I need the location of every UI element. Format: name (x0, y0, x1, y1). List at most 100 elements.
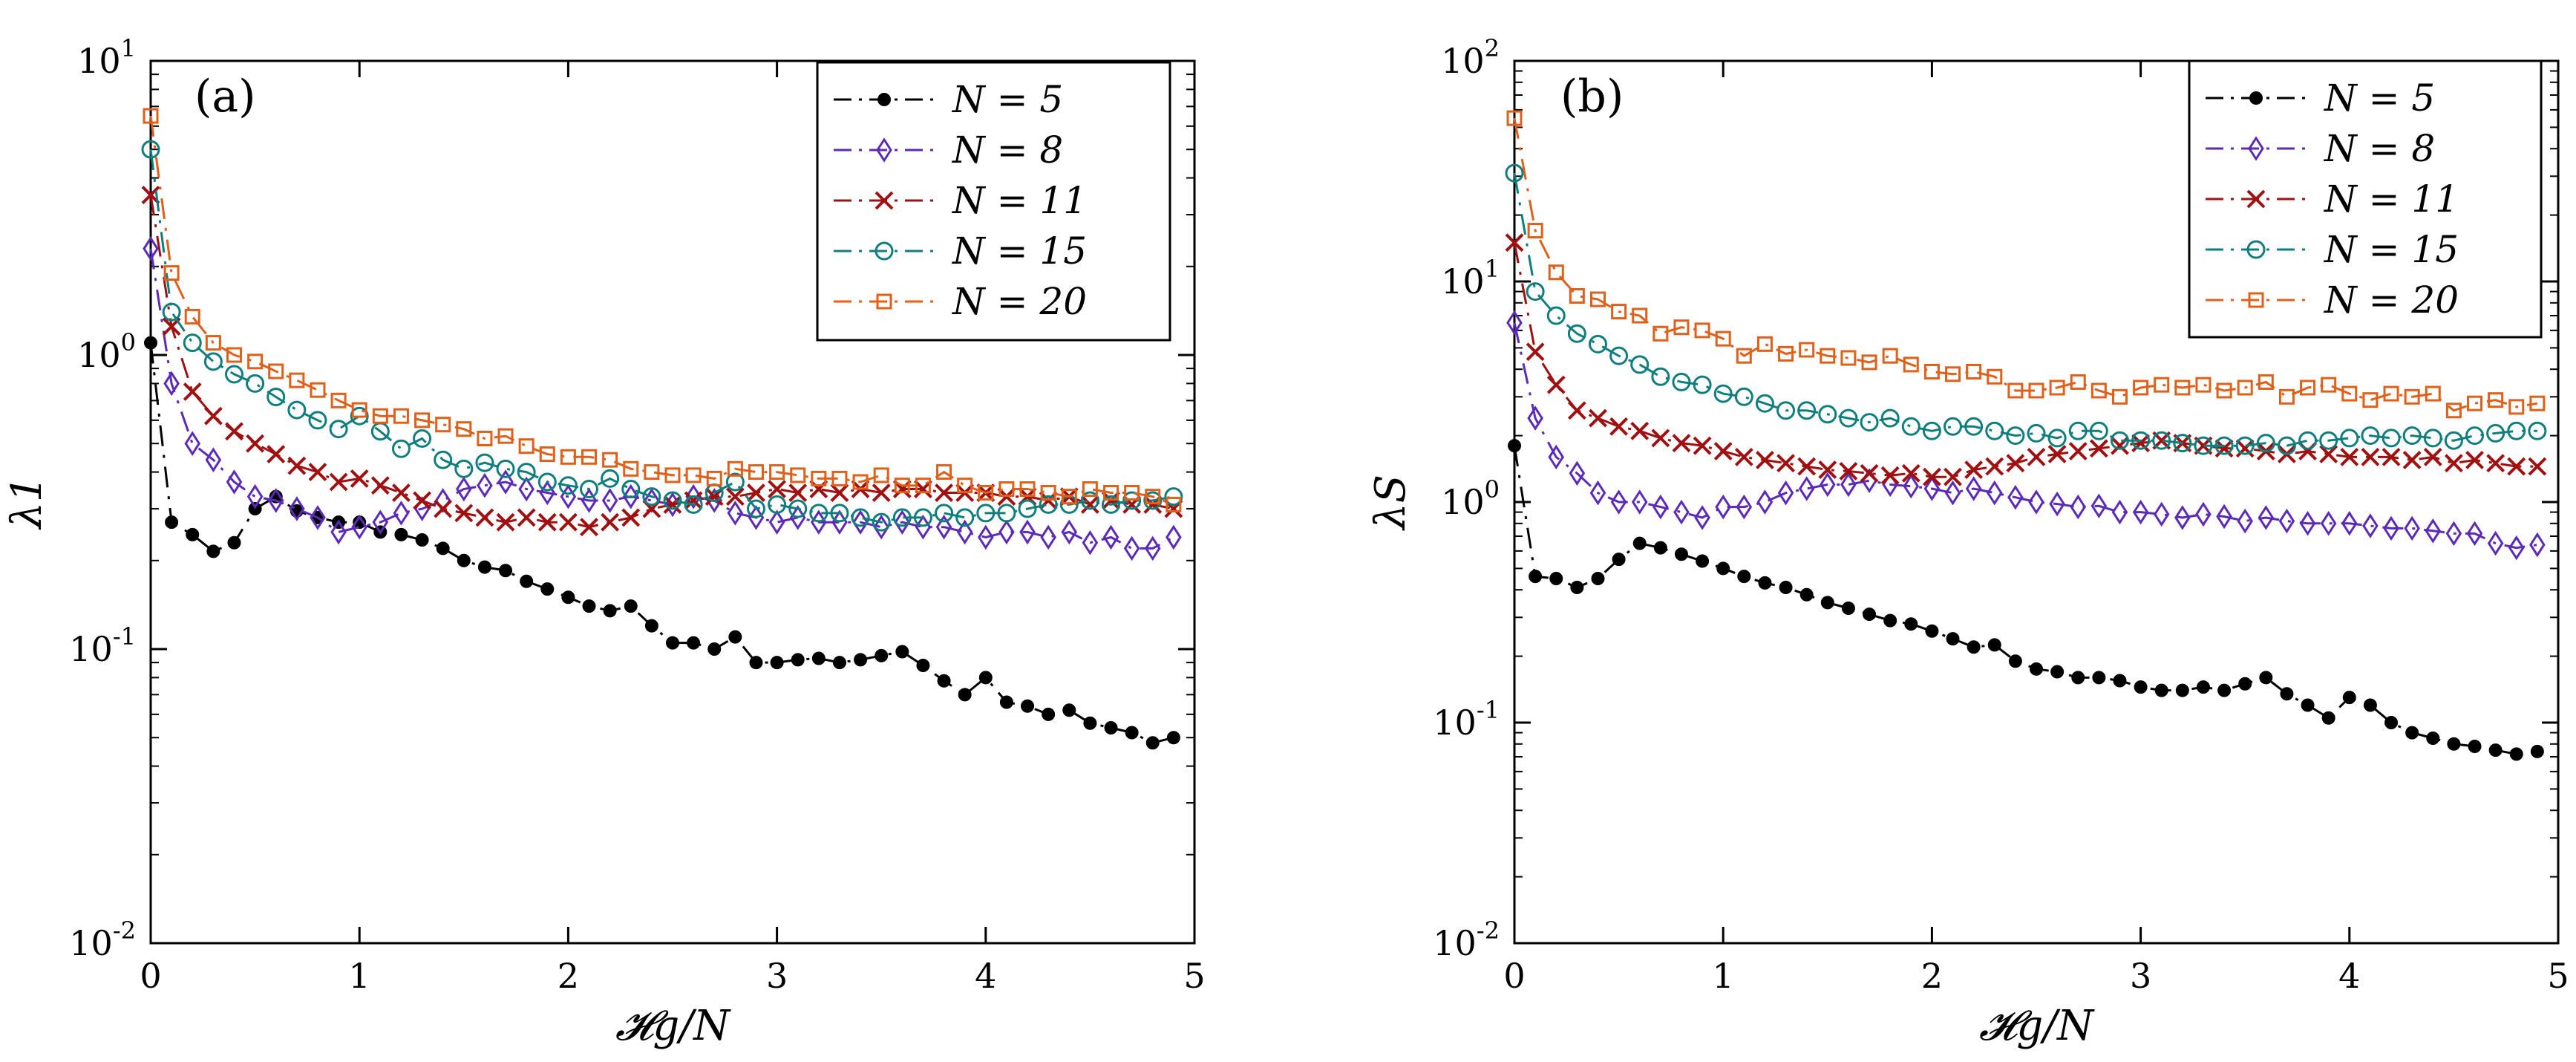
data-point (1672, 372, 1691, 391)
series-line (1513, 172, 2537, 447)
data-point (1820, 596, 1834, 610)
data-point (1944, 467, 1962, 486)
data-point (436, 541, 450, 556)
axes-frame (149, 59, 1196, 945)
legend-item: N = 5 (834, 78, 1063, 121)
x-tick-label: 5 (2547, 956, 2569, 996)
data-point (1734, 387, 1753, 406)
y-tick-label: 10-1 (69, 622, 136, 669)
data-point (2465, 426, 2485, 446)
data-point (2133, 379, 2149, 396)
data-point (1080, 495, 1099, 514)
data-point (914, 480, 932, 498)
data-point (601, 469, 620, 488)
data-point (2047, 429, 2067, 448)
data-point (1967, 640, 1981, 654)
data-point (1018, 499, 1037, 518)
y-tick-label: 10-2 (1433, 916, 1500, 963)
data-point (477, 560, 491, 574)
data-point (1944, 480, 1961, 506)
data-point (2321, 377, 2337, 393)
data-point (1966, 363, 1982, 379)
x-tick-label: 4 (2338, 956, 2360, 996)
data-point (1964, 417, 1984, 436)
data-point (1569, 460, 1586, 486)
data-point (2070, 374, 2086, 390)
data-point (2256, 434, 2275, 453)
y-tick-label-base: 10 (1441, 41, 1485, 81)
data-point (2089, 439, 2108, 458)
data-point (1901, 463, 1920, 483)
data-point (1526, 342, 1545, 362)
data-point (1144, 535, 1161, 561)
data-point (2131, 434, 2151, 453)
x-tick-label: 1 (349, 956, 370, 996)
data-point (183, 333, 202, 353)
data-point (2487, 530, 2504, 556)
data-point (2278, 508, 2295, 534)
data-point (1019, 481, 1036, 498)
data-point (2341, 385, 2358, 402)
data-point (770, 656, 784, 670)
data-point (496, 512, 515, 532)
data-point (852, 474, 869, 490)
y-tick-label-exp: 0 (1485, 475, 1500, 504)
series-4 (1505, 163, 2547, 455)
data-point (706, 470, 722, 486)
data-point (203, 352, 223, 371)
data-point (937, 674, 951, 688)
legend-marker (2246, 189, 2266, 209)
legend-label: N = 11 (2324, 177, 2459, 221)
data-point (1145, 736, 1160, 750)
data-point (1083, 716, 1097, 730)
series-5 (1506, 110, 2546, 419)
data-point (1529, 570, 1543, 584)
data-point (329, 472, 348, 492)
x-axis-label: 𝓗g/N (1979, 1002, 2095, 1050)
data-point (1903, 473, 1920, 499)
data-point (1611, 304, 1627, 320)
data-point (2235, 439, 2255, 458)
legend-label: N = 8 (2324, 127, 2435, 170)
data-point (1923, 363, 1940, 379)
data-point (854, 653, 868, 667)
data-point (936, 464, 952, 480)
data-point (873, 514, 889, 540)
data-point (144, 336, 157, 350)
y-tick-label: 101 (77, 34, 136, 81)
data-point (247, 354, 264, 370)
data-point (809, 504, 828, 523)
data-point (1736, 494, 1753, 520)
data-point (2299, 511, 2316, 536)
data-point (1082, 481, 1098, 498)
data-point (978, 671, 993, 685)
data-point (725, 472, 745, 492)
data-point (790, 467, 806, 483)
data-point (1143, 491, 1163, 510)
data-point (1696, 554, 1710, 568)
y-tick-label-exp: 1 (1485, 255, 1500, 283)
legend-item: N = 11 (834, 179, 1087, 222)
data-point (392, 483, 411, 502)
y-axis-label: λS (1367, 475, 1415, 531)
data-point (2110, 431, 2129, 450)
data-point (1758, 576, 1772, 590)
data-point (1588, 334, 1607, 354)
data-point (287, 456, 307, 475)
data-point (1880, 466, 1900, 485)
data-point (435, 417, 451, 433)
data-point (580, 480, 599, 499)
data-point (1756, 451, 1774, 469)
data-point (289, 496, 305, 521)
data-point (2361, 426, 2380, 446)
legend-label: N = 11 (952, 179, 1087, 222)
data-point (1715, 330, 1731, 347)
data-point (456, 476, 472, 502)
data-point (518, 438, 535, 455)
data-point (372, 408, 388, 424)
data-point (1103, 485, 1119, 501)
data-point (811, 651, 826, 665)
data-point (935, 514, 952, 540)
data-point (205, 447, 222, 472)
data-point (560, 449, 576, 465)
